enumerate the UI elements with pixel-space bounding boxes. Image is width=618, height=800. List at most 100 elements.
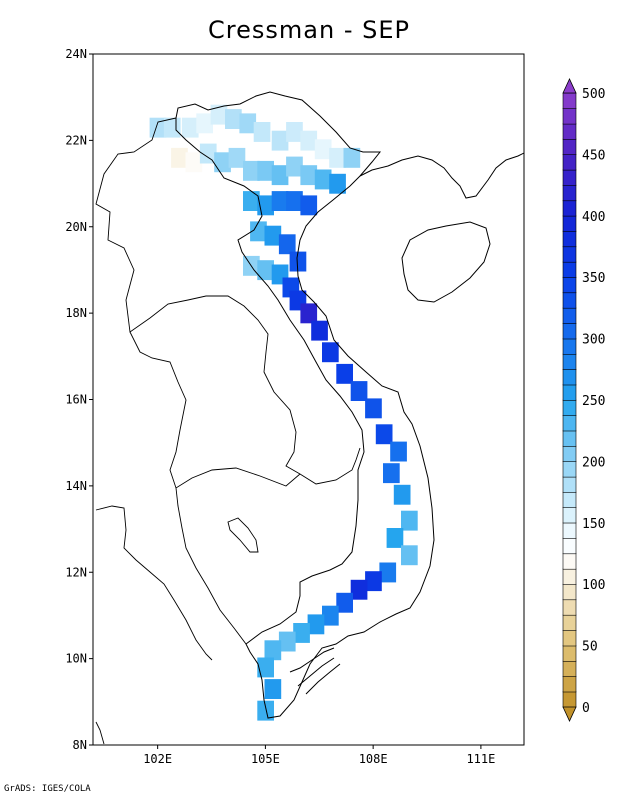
colorbar-swatch <box>562 215 577 232</box>
grid-cell <box>286 122 303 142</box>
colorbar-swatch <box>562 276 577 294</box>
colorbar: 0 50 100 150 200 250 300 350 400 450 500 <box>562 78 605 722</box>
grid-cell <box>383 463 400 484</box>
colorbar-swatch <box>562 261 577 278</box>
grid-cell <box>225 109 242 129</box>
grid-cell <box>199 143 217 164</box>
grid-cell <box>271 165 289 186</box>
grid-cell <box>257 195 274 216</box>
colorbar-label: 350 <box>582 271 605 286</box>
colorbar-swatch <box>562 691 577 708</box>
grid-cell <box>243 191 260 211</box>
grid-cell <box>264 679 282 699</box>
grid-cell <box>336 592 353 613</box>
colorbar-swatch <box>562 675 577 693</box>
colorbar-swatch <box>562 353 577 370</box>
lat-tick-label: 18N <box>65 306 87 320</box>
grid-cell <box>278 234 296 255</box>
map-title: Cressman - SEP <box>208 16 410 44</box>
grid-cell <box>196 113 213 134</box>
colorbar-swatch <box>562 184 577 202</box>
colorbar-label: 50 <box>582 640 598 655</box>
grid-cell <box>401 545 418 566</box>
lat-tick-label: 22N <box>65 133 87 147</box>
grid-cell <box>271 130 289 151</box>
colorbar-swatch <box>562 246 577 263</box>
grid-cell <box>322 342 339 363</box>
colorbar-swatch <box>562 599 577 616</box>
colorbar-label: 150 <box>582 517 605 532</box>
lat-tick-label: 8N <box>73 738 87 752</box>
grid-cell <box>293 623 310 643</box>
grid-cell <box>350 381 368 401</box>
grid-cell <box>264 640 282 661</box>
colorbar-label: 450 <box>582 148 605 163</box>
grid-cell <box>149 117 167 138</box>
grid-cell <box>314 139 332 160</box>
grid-cell <box>300 165 318 186</box>
colorbar-swatch <box>562 154 577 171</box>
grid-cell <box>214 152 231 173</box>
colorbar-min-arrow <box>562 706 577 722</box>
colorbar-swatch <box>562 430 577 447</box>
grid-cell <box>343 147 361 168</box>
colorbar-swatch <box>562 322 577 340</box>
colorbar-swatch <box>562 507 577 524</box>
grid-cell <box>350 579 368 600</box>
grid-cell <box>181 117 199 138</box>
grid-cell <box>163 117 181 138</box>
grid-cell <box>365 571 382 592</box>
grid-cell <box>257 700 274 721</box>
colorbar-swatch <box>562 461 577 478</box>
grid-cell <box>278 631 296 652</box>
hainan-outline <box>401 221 491 303</box>
colorbar-swatch <box>562 169 577 186</box>
colorbar-swatch <box>562 568 577 585</box>
grid-cell <box>386 528 404 548</box>
colorbar-swatch <box>562 491 577 509</box>
colorbar-swatch <box>562 230 577 248</box>
colorbar-label: 0 <box>582 701 590 716</box>
colorbar-swatch <box>562 138 577 155</box>
grid-cell <box>379 562 397 583</box>
grid-cell <box>210 104 228 125</box>
mekong-delta-rivers <box>289 647 341 695</box>
colorbar-max-arrow <box>562 78 577 94</box>
colorbar-swatch <box>562 415 577 432</box>
colorbar-label: 400 <box>582 210 605 225</box>
lon-tick-label: 111E <box>466 752 495 766</box>
china-coast <box>359 152 524 199</box>
grid-cell <box>271 191 289 211</box>
colorbar-label: 250 <box>582 394 605 409</box>
coastline <box>175 91 435 719</box>
grid-cell <box>253 122 271 142</box>
colorbar-swatch <box>562 384 577 401</box>
grid-cell <box>375 424 393 445</box>
grid-cell <box>336 363 353 384</box>
colorbar-swatch <box>562 307 577 324</box>
grid-cell <box>257 160 274 181</box>
colorbar-swatch <box>562 368 577 386</box>
colorbar-swatch <box>562 614 577 631</box>
grid-cell <box>401 510 418 531</box>
colorbar-swatch <box>562 92 577 109</box>
lon-tick-label: 105E <box>251 752 280 766</box>
grid-cell <box>286 156 303 177</box>
colorbar-swatch <box>562 583 577 601</box>
grid-cell <box>300 195 318 216</box>
colorbar-label: 500 <box>582 87 605 102</box>
colorbar-swatch <box>562 399 577 416</box>
grid-cell <box>300 303 318 324</box>
colorbar-label: 100 <box>582 578 605 593</box>
grid-cell <box>393 484 411 505</box>
lat-tick-label: 10N <box>65 652 87 666</box>
grid-cell <box>289 251 307 272</box>
colorbar-swatch <box>562 660 577 677</box>
grid-cell <box>243 160 260 181</box>
grid-cell <box>257 657 274 678</box>
grid-cell <box>314 169 332 190</box>
grid-cell <box>286 191 303 211</box>
grid-cell <box>264 225 282 246</box>
colorbar-swatch <box>562 553 577 570</box>
